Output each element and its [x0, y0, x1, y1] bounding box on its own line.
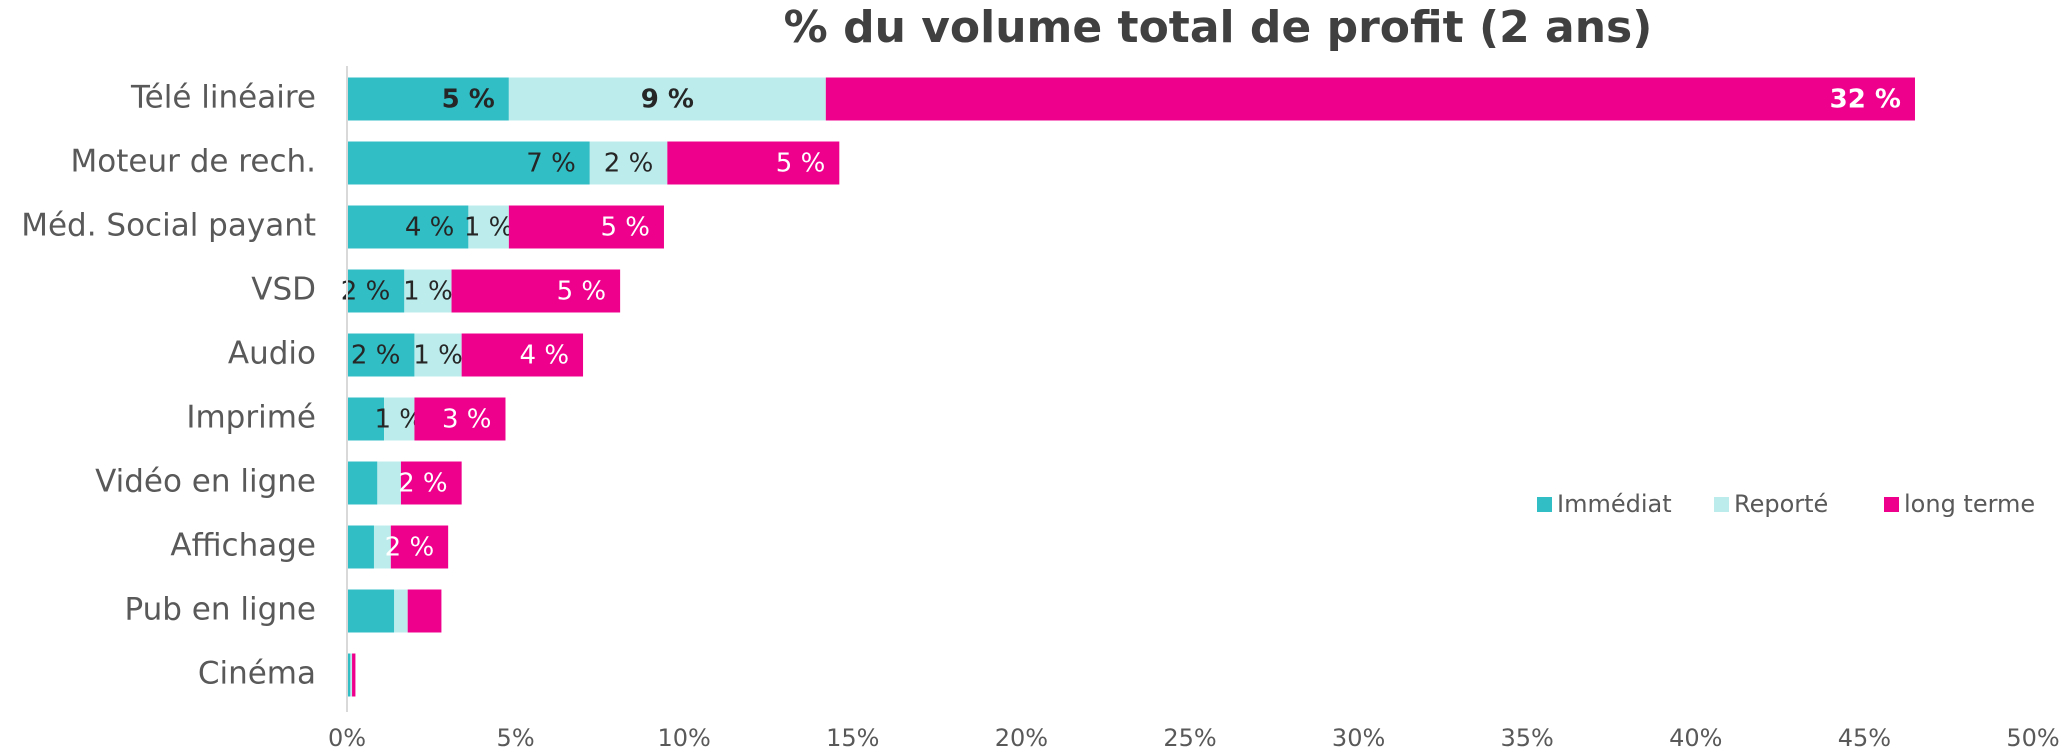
bar-segment	[400, 461, 462, 505]
data-label: 2 %	[351, 341, 401, 371]
bar-segment	[589, 141, 668, 185]
data-label: 4 %	[405, 213, 455, 243]
data-label: 3 %	[442, 405, 492, 435]
chart-title: % du volume total de profit (2 ans)	[784, 2, 1653, 53]
y-tick-label: Vidéo en ligne	[95, 464, 316, 500]
x-tick-label: 35%	[1501, 724, 1554, 752]
bar-segment	[508, 205, 664, 249]
bar-segment	[347, 397, 385, 441]
x-tick-label: 10%	[658, 724, 711, 752]
legend-swatch	[1884, 497, 1899, 512]
bar-segment	[347, 653, 351, 697]
bar-segment	[384, 397, 415, 441]
bar-segment	[347, 269, 405, 313]
bar-segment	[347, 205, 469, 249]
y-tick-label: Méd. Social payant	[21, 208, 316, 244]
x-tick-label: 5%	[497, 724, 535, 752]
legend-label: Immédiat	[1557, 490, 1672, 518]
legend-swatch	[1714, 497, 1729, 512]
data-label: 5 %	[776, 149, 826, 179]
data-label: 9 %	[641, 85, 694, 115]
data-label: 4 %	[520, 341, 570, 371]
x-tick-label: 15%	[826, 724, 879, 752]
data-label: 2 %	[398, 469, 448, 499]
x-tick-label: 20%	[995, 724, 1048, 752]
bar-segment	[394, 589, 408, 633]
bar-segment	[352, 653, 356, 697]
bar-segment	[404, 269, 452, 313]
bar-segment	[667, 141, 840, 185]
bar-segment	[373, 525, 391, 569]
bar-segment	[468, 205, 509, 249]
bar-segment	[347, 141, 590, 185]
legend-swatch	[1537, 497, 1552, 512]
data-label: 32 %	[1830, 85, 1901, 115]
bar-segment	[508, 77, 826, 121]
bar-segment	[414, 333, 462, 377]
bar-segment	[414, 397, 506, 441]
bar-segment	[390, 525, 449, 569]
data-label: 5 %	[442, 85, 495, 115]
data-label: 7 %	[526, 149, 576, 179]
y-tick-label: Télé linéaire	[130, 80, 316, 116]
y-tick-label: VSD	[251, 272, 316, 308]
data-label: 1 %	[413, 341, 463, 371]
x-tick-label: 0%	[328, 724, 366, 752]
y-tick-label: Moteur de rech.	[71, 144, 316, 180]
data-label: 2 %	[385, 533, 435, 563]
data-label: 2 %	[604, 149, 654, 179]
bar-segment	[407, 589, 442, 633]
bar-segment	[347, 333, 415, 377]
bar-segment	[825, 77, 1915, 121]
bar-segment	[347, 77, 509, 121]
x-tick-label: 45%	[1838, 724, 1891, 752]
bar-segment	[350, 653, 353, 697]
data-label: 5 %	[557, 277, 607, 307]
bar-segment	[461, 333, 584, 377]
x-tick-label: 25%	[1163, 724, 1216, 752]
bar-segment	[347, 525, 374, 569]
y-tick-label: Affichage	[170, 528, 316, 564]
data-label: 1 %	[464, 213, 514, 243]
y-tick-label: Cinéma	[198, 656, 316, 692]
x-tick-label: 40%	[1669, 724, 1722, 752]
legend-label: Reporté	[1734, 490, 1828, 518]
bar-segment	[347, 589, 395, 633]
x-tick-label: 50%	[2006, 724, 2059, 752]
data-label: 1 %	[403, 277, 453, 307]
bar-segment	[451, 269, 621, 313]
bar-segment	[377, 461, 401, 505]
y-tick-label: Imprimé	[186, 400, 316, 436]
data-label: 2 %	[341, 277, 391, 307]
data-label: 5 %	[600, 213, 650, 243]
x-tick-label: 30%	[1332, 724, 1385, 752]
y-tick-label: Audio	[228, 336, 316, 372]
y-tick-label: Pub en ligne	[124, 592, 316, 628]
legend-label: long terme	[1904, 490, 2035, 518]
bar-segment	[347, 461, 378, 505]
